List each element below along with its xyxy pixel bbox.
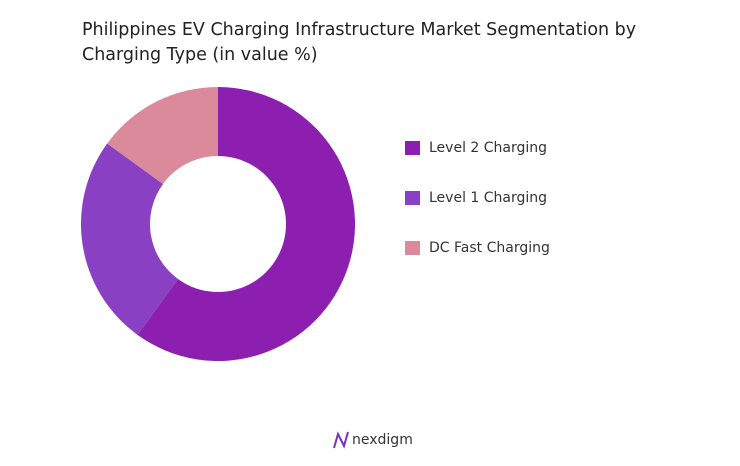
legend-swatch xyxy=(405,241,420,255)
legend-swatch xyxy=(405,141,420,155)
legend-label: Level 2 Charging xyxy=(429,140,547,156)
legend-label: Level 1 Charging xyxy=(429,190,547,206)
brand-logo xyxy=(333,431,349,449)
legend-swatch xyxy=(405,191,420,205)
donut-slice xyxy=(107,87,218,185)
legend-label: DC Fast Charging xyxy=(429,240,550,256)
chart-title: Philippines EV Charging Infrastructure M… xyxy=(82,20,637,65)
brand-name: nexdigm xyxy=(352,432,413,448)
donut-slice xyxy=(81,143,179,335)
donut-slice xyxy=(137,87,356,362)
